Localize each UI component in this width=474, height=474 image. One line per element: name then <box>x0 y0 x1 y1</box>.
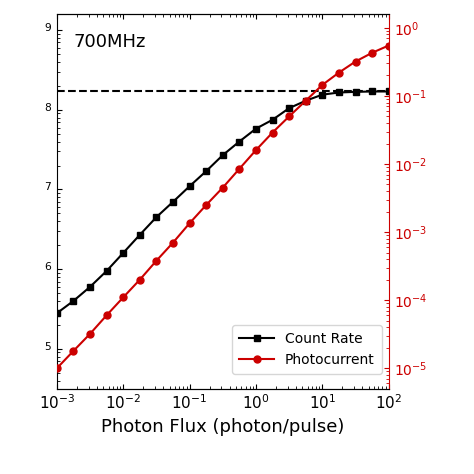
Photocurrent <box>220 185 226 191</box>
Photocurrent <box>54 365 60 371</box>
Photocurrent <box>87 331 93 337</box>
Count Rate <box>237 139 242 145</box>
Legend: Count Rate, Photocurrent: Count Rate, Photocurrent <box>232 326 382 374</box>
Photocurrent <box>120 294 126 300</box>
Count Rate <box>319 92 325 98</box>
Photocurrent <box>170 240 176 246</box>
X-axis label: Photon Flux (photon/pulse): Photon Flux (photon/pulse) <box>101 418 345 436</box>
Count Rate <box>87 284 93 290</box>
Count Rate <box>286 105 292 111</box>
Count Rate <box>187 183 192 189</box>
Photocurrent <box>203 202 209 208</box>
Text: 700MHz: 700MHz <box>73 33 146 51</box>
Photocurrent <box>137 277 143 283</box>
Count Rate <box>170 199 176 205</box>
Count Rate <box>154 214 159 220</box>
Photocurrent <box>303 98 309 104</box>
Photocurrent <box>154 258 159 264</box>
Count Rate <box>353 89 358 95</box>
Photocurrent <box>386 43 392 48</box>
Count Rate <box>120 250 126 256</box>
Photocurrent <box>336 70 342 75</box>
Count Rate <box>220 152 226 158</box>
Photocurrent <box>104 312 109 318</box>
Photocurrent <box>319 82 325 88</box>
Line: Count Rate: Count Rate <box>54 88 392 317</box>
Count Rate <box>336 90 342 95</box>
Count Rate <box>303 98 309 104</box>
Line: Photocurrent: Photocurrent <box>54 42 392 372</box>
Photocurrent <box>253 147 259 153</box>
Photocurrent <box>270 130 275 136</box>
Count Rate <box>270 117 275 123</box>
Count Rate <box>54 310 60 316</box>
Count Rate <box>203 168 209 174</box>
Count Rate <box>71 298 76 304</box>
Photocurrent <box>369 50 375 55</box>
Photocurrent <box>353 59 358 64</box>
Photocurrent <box>187 220 192 226</box>
Count Rate <box>386 89 392 94</box>
Count Rate <box>104 268 109 274</box>
Count Rate <box>137 232 143 237</box>
Photocurrent <box>237 166 242 172</box>
Photocurrent <box>71 348 76 354</box>
Count Rate <box>253 126 259 131</box>
Count Rate <box>369 89 375 94</box>
Photocurrent <box>286 114 292 119</box>
